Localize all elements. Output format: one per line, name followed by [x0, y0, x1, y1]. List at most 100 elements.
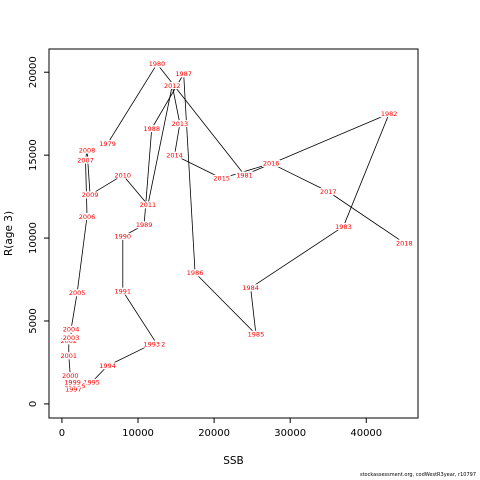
point-label-2005: 2005: [69, 289, 86, 297]
series-segment-2004-2005: [70, 292, 78, 330]
year-label-bg: [78, 213, 97, 221]
point-label-1991: 1991: [115, 287, 132, 295]
point-label-2007: 2007: [77, 156, 94, 164]
point-label-2010: 2010: [115, 171, 132, 179]
year-label-bg: [212, 174, 231, 182]
point-label-2008: 2008: [79, 146, 96, 154]
year-label-bg: [334, 222, 353, 230]
year-label-bg: [98, 362, 117, 370]
point-label-1995: 1995: [83, 379, 100, 387]
year-label-bg: [135, 221, 154, 229]
series-segment-2016-2017: [270, 163, 329, 192]
point-label-1999: 1999: [64, 379, 81, 387]
year-label-bg: [241, 284, 260, 292]
year-label-bg: [170, 120, 189, 128]
point-label-1979: 1979: [99, 140, 116, 148]
series-segment-1983-1984: [250, 226, 344, 289]
year-label-bg: [113, 171, 132, 179]
x-tick-label: 20000: [198, 428, 230, 439]
series-segment-2005-2006: [76, 216, 88, 293]
year-label-bg: [165, 151, 184, 159]
point-label-2012: 2012: [164, 82, 181, 90]
year-label-bg: [246, 330, 265, 338]
year-label-bg: [81, 191, 100, 199]
point-label-1989: 1989: [136, 221, 153, 229]
point-label-1983: 1983: [335, 223, 352, 231]
x-tick-label: 0: [59, 428, 65, 439]
year-label-bg: [82, 378, 101, 386]
year-label-bg: [174, 70, 193, 78]
year-label-bg: [68, 289, 87, 297]
y-tick-label: 0: [28, 401, 39, 407]
y-tick-label: 15000: [28, 139, 39, 171]
series-segment-1985-1986: [194, 272, 257, 335]
series-segment-2011-2012: [147, 85, 173, 205]
point-label-2017: 2017: [320, 188, 337, 196]
year-label-bg: [395, 239, 414, 247]
year-label-bg: [98, 140, 117, 148]
series-segment-2014-2015: [174, 154, 222, 179]
point-label-1990: 1990: [115, 233, 132, 241]
point-label-1985: 1985: [248, 331, 265, 339]
series-segment-2006-2007: [85, 160, 88, 217]
series-segment-2012-2013: [171, 85, 181, 124]
x-tick-label: 40000: [350, 428, 382, 439]
point-label-1994: 1994: [99, 362, 116, 370]
year-label-bg: [61, 372, 80, 380]
point-label-1997: 1997: [65, 385, 82, 393]
year-label-bg: [186, 269, 205, 277]
point-label-2002: 2002: [61, 337, 78, 345]
series-segment-2013-2014: [174, 123, 181, 156]
point-label-2011: 2011: [140, 201, 157, 209]
x-axis-title: SSB: [223, 455, 244, 467]
series-segment-1982-1983: [343, 113, 390, 227]
point-label-1987: 1987: [175, 70, 192, 78]
series-segment-1991-1992: [122, 290, 158, 345]
y-axis: 0 5000 10000 15000 20000: [28, 56, 50, 407]
y-axis-title: R(age 3): [3, 211, 15, 256]
point-label-2000: 2000: [62, 372, 79, 380]
year-label-bg: [78, 146, 97, 154]
point-label-2009: 2009: [82, 191, 99, 199]
point-label-2001: 2001: [61, 352, 78, 360]
point-label-2015: 2015: [213, 175, 230, 183]
y-tick-label: 5000: [28, 308, 39, 333]
year-label-bg: [380, 110, 399, 118]
series-segment-1979-1980: [107, 63, 158, 144]
point-label-2013: 2013: [172, 120, 189, 128]
point-label-1993: 1993: [143, 341, 160, 349]
point-label-2003: 2003: [63, 334, 80, 342]
point-label-1988: 1988: [143, 125, 160, 133]
year-label-bg: [76, 156, 95, 164]
point-label-1980: 1980: [149, 60, 166, 68]
point-label-2006: 2006: [79, 213, 96, 221]
point-label-2004: 2004: [63, 326, 80, 334]
year-label-bg: [235, 171, 254, 179]
x-axis: 0 10000 20000 30000 40000: [59, 417, 382, 439]
year-label-bg: [138, 201, 157, 209]
point-label-1986: 1986: [187, 269, 204, 277]
y-tick-label: 20000: [28, 56, 39, 88]
point-label-1981: 1981: [236, 171, 253, 179]
series-segment-1986-1987: [183, 73, 196, 273]
source-credit: stockassessment.org, codWestR3year, r107…: [359, 472, 476, 478]
series-segment-1993-1994: [107, 343, 152, 367]
year-label-bg: [163, 81, 182, 89]
year-label-bg: [142, 340, 161, 348]
series-segment-2010-2011: [122, 174, 149, 206]
year-label-bg: [319, 188, 338, 196]
series-segment-2017-2018: [327, 191, 405, 244]
series-segment-1984-1985: [250, 287, 257, 335]
x-tick-label: 10000: [122, 428, 154, 439]
point-label-2018: 2018: [396, 239, 413, 247]
y-tick-label: 10000: [28, 222, 39, 254]
point-label-2014: 2014: [166, 151, 183, 159]
year-label-bg: [142, 125, 161, 133]
year-label-bg: [113, 232, 132, 240]
year-label-bg: [63, 378, 82, 386]
year-label-bg: [62, 325, 81, 333]
x-tick-label: 30000: [274, 428, 306, 439]
year-label-bg: [148, 60, 167, 68]
series-segment-1988-1989: [143, 128, 153, 225]
